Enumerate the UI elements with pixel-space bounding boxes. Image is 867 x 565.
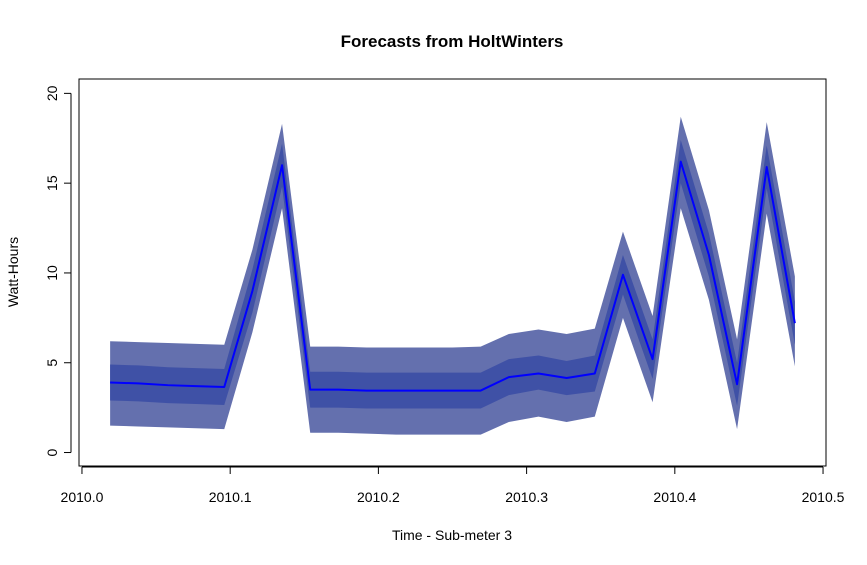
x-tick-label: 2010.2	[357, 489, 400, 505]
chart-title: Forecasts from HoltWinters	[341, 32, 564, 51]
y-tick-label: 10	[44, 265, 60, 281]
interval-80-band	[110, 140, 795, 409]
x-axis: 2010.0 2010.1 2010.2 2010.3 2010.4 2010.5	[61, 466, 845, 505]
y-tick-label: 5	[44, 359, 60, 367]
x-tick-label: 2010.1	[209, 489, 252, 505]
x-tick-label: 2010.3	[505, 489, 548, 505]
y-axis: 0 5 10 15 20	[44, 85, 72, 456]
plot-frame	[78, 78, 827, 467]
x-tick-label: 2010.5	[802, 489, 845, 505]
x-tick-label: 2010.0	[61, 489, 104, 505]
interval-95-band	[110, 116, 795, 435]
plot-area	[110, 116, 796, 435]
y-axis-label: Watt-Hours	[5, 237, 21, 307]
forecast-line	[110, 160, 796, 392]
y-tick-label: 20	[44, 85, 60, 101]
x-axis-label: Time - Sub-meter 3	[392, 527, 512, 543]
y-tick-label: 0	[44, 448, 60, 456]
x-tick-label: 2010.4	[653, 489, 696, 505]
y-tick-label: 15	[44, 175, 60, 191]
